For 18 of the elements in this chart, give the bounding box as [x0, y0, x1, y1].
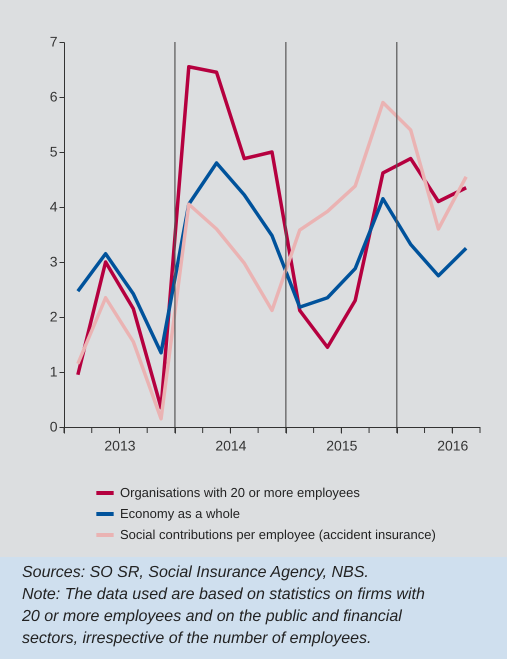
source-note: Sources: SO SR, Social Insurance Agency, NBS. — [22, 564, 369, 581]
x-tick-label: 2014 — [215, 438, 247, 454]
y-tick-label: 1 — [50, 364, 58, 380]
x-tick-label: 2015 — [326, 438, 358, 454]
y-tick-label: 0 — [50, 418, 58, 434]
y-tick-label: 7 — [50, 34, 58, 50]
x-tick-label: 2013 — [104, 438, 136, 454]
text: Note: The data used are based on statistics on firms with 20 or more employees and on the public and financial sectors, irrespective of the number of employees. — [21, 586, 425, 647]
x-tick-label: 2016 — [437, 438, 469, 454]
legend-label: Economy as a whole — [120, 506, 240, 521]
y-tick-label: 6 — [50, 88, 58, 104]
legend-label: Social contributions per employee (accident insurance) — [120, 527, 436, 542]
legend-label: Organisations with 20 or more employees — [120, 485, 360, 500]
y-tick-label: 4 — [50, 198, 58, 214]
y-tick-label: 2 — [50, 308, 58, 324]
line-series — [76, 161, 468, 354]
y-tick-label: 3 — [50, 254, 58, 270]
y-tick-label: 5 — [50, 144, 58, 160]
